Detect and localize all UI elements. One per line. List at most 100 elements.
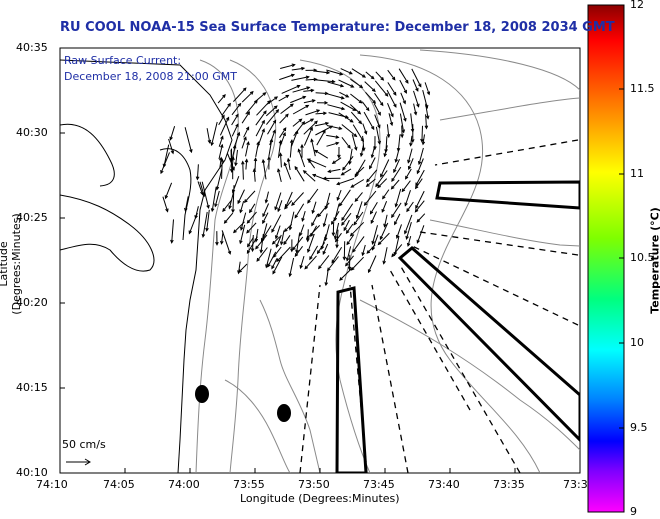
current-vector-head bbox=[214, 203, 218, 208]
current-vector-head bbox=[246, 141, 250, 146]
current-vector-head bbox=[414, 185, 419, 190]
current-vector bbox=[237, 189, 245, 204]
current-vector-head bbox=[296, 84, 301, 89]
current-vector bbox=[294, 246, 304, 257]
current-vector bbox=[374, 92, 384, 106]
current-vector-head bbox=[242, 87, 247, 92]
current-vector bbox=[275, 225, 281, 239]
current-vector-head bbox=[386, 134, 391, 139]
current-vector bbox=[245, 100, 258, 115]
current-vector bbox=[338, 112, 354, 123]
current-vector-head bbox=[342, 256, 347, 261]
current-vector-head bbox=[338, 202, 343, 207]
current-vector bbox=[318, 255, 330, 269]
current-vector-head bbox=[310, 138, 314, 143]
current-vector bbox=[211, 187, 217, 212]
current-vector-head bbox=[349, 119, 354, 123]
current-vector-head bbox=[228, 205, 232, 210]
current-vector-head bbox=[405, 175, 409, 180]
current-vector bbox=[221, 103, 231, 116]
current-vector-head bbox=[271, 265, 275, 270]
current-vector bbox=[284, 162, 292, 180]
current-vector-head bbox=[354, 173, 359, 178]
current-vector-head bbox=[361, 252, 365, 257]
current-vector-head bbox=[210, 142, 214, 147]
current-vector bbox=[256, 129, 265, 149]
current-vector bbox=[279, 127, 287, 138]
current-vector-head bbox=[314, 120, 318, 125]
current-vector bbox=[265, 248, 272, 268]
current-vector bbox=[227, 153, 235, 170]
station-marker bbox=[195, 385, 209, 403]
current-vector-head bbox=[250, 248, 255, 253]
current-vector bbox=[413, 90, 420, 107]
current-vector bbox=[401, 125, 403, 138]
current-vector bbox=[306, 225, 321, 240]
current-vector-head bbox=[273, 105, 278, 110]
current-vector-head bbox=[302, 95, 307, 100]
current-vector bbox=[197, 181, 204, 195]
current-vector-head bbox=[259, 249, 264, 254]
current-vector bbox=[408, 158, 414, 170]
figure-title: RU COOL NOAA-15 Sea Surface Temperature:… bbox=[60, 20, 615, 35]
current-vector-head bbox=[274, 235, 279, 240]
current-vector-head bbox=[278, 152, 283, 157]
current-vector-head bbox=[256, 257, 261, 262]
current-vector-head bbox=[349, 232, 354, 237]
sandy-hook bbox=[159, 148, 192, 241]
current-vector bbox=[384, 145, 388, 157]
current-vector-head bbox=[169, 136, 173, 141]
current-vector bbox=[317, 202, 330, 217]
current-vector-head bbox=[195, 176, 200, 181]
current-vector bbox=[412, 79, 419, 92]
current-vector bbox=[303, 118, 314, 125]
current-vector bbox=[224, 212, 234, 224]
current-vector-head bbox=[377, 241, 382, 246]
current-vector bbox=[239, 224, 246, 244]
current-vector-head bbox=[329, 125, 334, 129]
radar-coverage-lines bbox=[299, 139, 579, 473]
current-vector bbox=[247, 237, 254, 247]
current-vector-head bbox=[286, 157, 291, 162]
current-vector-head bbox=[314, 149, 319, 154]
current-vector-head bbox=[353, 133, 358, 138]
current-vector bbox=[294, 166, 305, 182]
current-vector-head bbox=[346, 241, 350, 246]
current-vector-head bbox=[370, 126, 375, 131]
current-vector-head bbox=[358, 120, 363, 125]
current-vector bbox=[184, 127, 192, 153]
current-vector bbox=[342, 155, 354, 171]
current-vector-head bbox=[227, 250, 232, 255]
current-vector-head bbox=[233, 229, 237, 234]
scale-arrow-head bbox=[84, 458, 91, 466]
current-vector-head bbox=[391, 178, 395, 183]
current-vector bbox=[368, 255, 377, 273]
current-vector-head bbox=[274, 206, 278, 211]
current-vector bbox=[222, 200, 232, 212]
current-vector bbox=[328, 168, 341, 173]
colorbar-tick-label: 9.5 bbox=[630, 421, 648, 434]
current-vector-head bbox=[256, 141, 260, 146]
current-vector-head bbox=[241, 160, 245, 165]
current-vector-head bbox=[304, 265, 309, 270]
current-vector-head bbox=[383, 153, 387, 158]
current-vector bbox=[217, 94, 226, 104]
current-vector bbox=[336, 189, 342, 201]
current-vector-head bbox=[283, 241, 287, 246]
current-vector bbox=[305, 109, 320, 116]
current-vector bbox=[374, 80, 388, 97]
current-vector bbox=[272, 256, 283, 274]
current-vector bbox=[362, 123, 367, 134]
current-vector bbox=[416, 158, 424, 174]
current-vector bbox=[415, 178, 423, 189]
current-vector-head bbox=[371, 240, 375, 245]
current-vector-head bbox=[223, 219, 228, 224]
current-vector bbox=[343, 219, 350, 231]
current-vector bbox=[314, 149, 329, 159]
current-vector bbox=[232, 145, 236, 158]
current-vector bbox=[216, 169, 223, 190]
current-vector-head bbox=[272, 270, 276, 275]
current-vector bbox=[168, 138, 174, 154]
current-vector-head bbox=[290, 248, 294, 253]
current-vector-head bbox=[278, 139, 283, 144]
